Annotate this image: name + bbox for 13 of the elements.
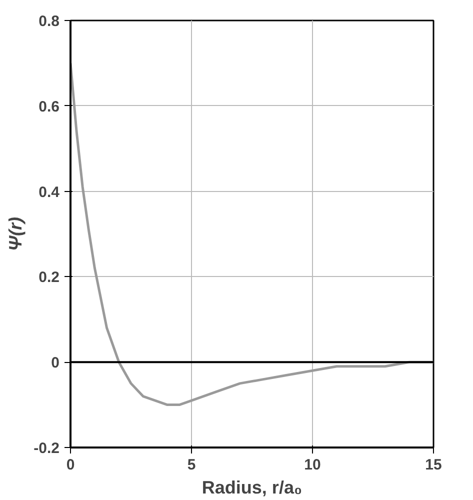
x-axis-title: Radius, r/a₀ bbox=[202, 478, 302, 498]
y-tick-label: 0.6 bbox=[38, 98, 60, 116]
y-tick-label: 0.8 bbox=[38, 13, 60, 30]
y-tick-label: 0 bbox=[51, 354, 60, 372]
y-axis-title: Ψ(r) bbox=[6, 217, 26, 251]
x-tick-label: 10 bbox=[304, 456, 321, 474]
x-tick-label: 15 bbox=[425, 456, 442, 474]
x-tick-label: 0 bbox=[66, 456, 75, 474]
x-tick-label: 5 bbox=[187, 456, 196, 474]
y-tick-label: 0.4 bbox=[38, 184, 60, 201]
y-tick-label: 0.2 bbox=[38, 269, 60, 286]
y-tick-label: -0.2 bbox=[34, 440, 60, 457]
line-series bbox=[70, 62, 434, 406]
